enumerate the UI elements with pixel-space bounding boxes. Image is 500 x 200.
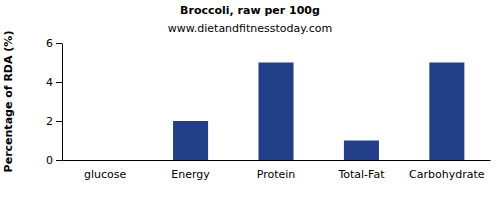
x-tick: Energy — [171, 160, 210, 181]
y-tick-label: 4 — [46, 76, 53, 89]
x-tick: glucose — [84, 160, 127, 181]
y-axis-line — [62, 44, 63, 161]
bars — [173, 63, 464, 161]
y-tick-label: 6 — [46, 37, 53, 50]
y-tick: 4 — [46, 76, 62, 89]
y-tick: 2 — [46, 115, 62, 128]
bar — [344, 141, 379, 161]
x-tick: Carbohydrate — [409, 160, 485, 181]
chart: Broccoli, raw per 100g www.dietandfitness… — [0, 0, 500, 200]
y-tick-mark — [56, 121, 62, 122]
y-tick-mark — [56, 82, 62, 83]
y-axis: 0 2 4 6 — [46, 37, 63, 167]
bar — [88, 160, 123, 161]
bar — [258, 63, 293, 161]
y-axis-title: Percentage of RDA (%) — [2, 31, 15, 173]
y-tick-label: 2 — [46, 115, 53, 128]
y-tick: 6 — [46, 37, 62, 50]
y-tick-mark — [56, 160, 62, 161]
x-tick-label: Energy — [171, 168, 210, 181]
subtitle: www.dietandfitnesstoday.com — [168, 22, 332, 35]
bar — [429, 63, 464, 161]
y-tick: 0 — [46, 154, 62, 167]
x-axis-line — [63, 160, 491, 161]
x-tick-label: Total-Fat — [337, 168, 385, 181]
bar — [173, 121, 208, 160]
x-tick-label: glucose — [84, 168, 127, 181]
y-tick-mark — [56, 43, 62, 44]
y-tick-label: 0 — [46, 154, 53, 167]
x-tick-label: Carbohydrate — [409, 168, 485, 181]
x-tick: Total-Fat — [337, 160, 385, 181]
x-axis: glucose Energy Protein Total-Fat Carbohydrat… — [63, 160, 491, 181]
title: Broccoli, raw per 100g — [180, 4, 320, 17]
x-tick: Protein — [257, 160, 296, 181]
x-tick-label: Protein — [257, 168, 296, 181]
